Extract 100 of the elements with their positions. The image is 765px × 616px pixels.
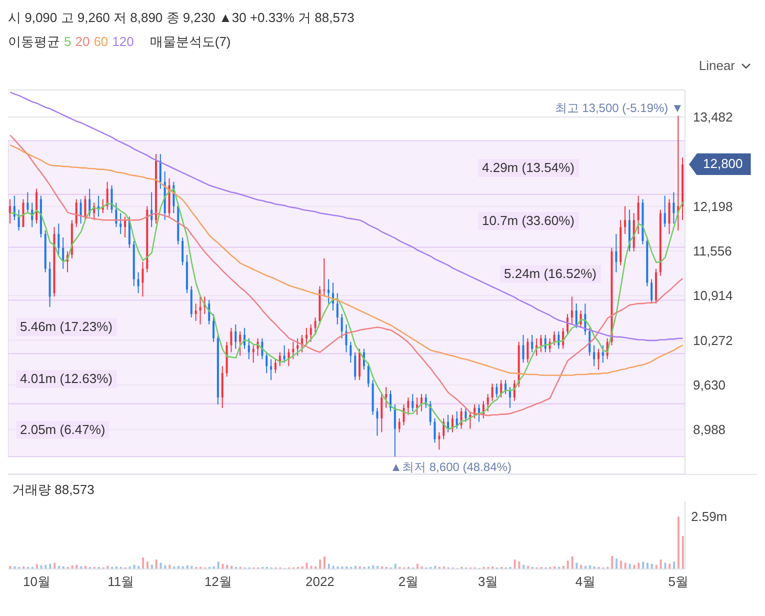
- candlestick: [75, 198, 78, 228]
- candlestick: [402, 404, 405, 426]
- candlestick: [522, 334, 524, 364]
- candlestick: [438, 432, 440, 450]
- candlestick: [504, 380, 507, 394]
- candlestick: [274, 358, 276, 374]
- text: 12,800: [689, 153, 751, 176]
- candlestick: [230, 327, 232, 353]
- text: 5: [64, 34, 72, 49]
- y-tick-label: 13,482: [693, 110, 733, 125]
- candlestick: [376, 407, 378, 436]
- chart-subtitle: 시 9,090 고 9,260 저 8,890 종 9,230 ▲30 +0.33% 거 88,573: [8, 9, 356, 27]
- candlestick: [412, 394, 414, 412]
- candlestick: [575, 303, 578, 328]
- candlestick: [305, 327, 308, 346]
- candlestick: [270, 358, 272, 381]
- candlestick: [380, 394, 383, 433]
- candlestick: [323, 258, 326, 298]
- candlestick: [672, 192, 675, 224]
- candlestick: [664, 195, 666, 228]
- candlestick: [500, 380, 502, 398]
- candlestick: [390, 390, 392, 412]
- candlestick: [26, 192, 29, 214]
- text: 매물분석도(7): [150, 33, 231, 51]
- band-label: 10.7m (33.60%): [478, 212, 578, 230]
- text: 20: [75, 34, 90, 49]
- candlestick: [540, 334, 542, 353]
- candlestick: [142, 261, 144, 298]
- candlestick: [137, 272, 140, 294]
- candlestick: [354, 352, 356, 381]
- x-tick-label: 2022: [305, 574, 334, 590]
- candlestick: [292, 341, 294, 360]
- candlestick: [58, 223, 60, 256]
- candlestick: [252, 344, 254, 364]
- candlestick: [597, 348, 600, 370]
- candlestick: [526, 338, 529, 364]
- candlestick: [553, 330, 556, 346]
- candlestick: [80, 198, 82, 224]
- line-series: [10, 134, 684, 416]
- candlestick: [531, 334, 534, 353]
- candlestick: [296, 338, 299, 356]
- candlestick: [398, 418, 400, 433]
- candlestick: [239, 330, 242, 356]
- x-tick-label: 11월: [108, 574, 134, 590]
- x-tick-label: 12월: [204, 574, 232, 590]
- band-label: 5.46m (17.23%): [16, 318, 116, 336]
- candlestick: [615, 234, 618, 273]
- y-tick-label: 12,198: [693, 198, 733, 214]
- band-label: 4.29m (13.54%): [478, 158, 578, 177]
- candlestick: [668, 198, 670, 234]
- candlestick: [486, 394, 489, 412]
- candlestick: [110, 184, 113, 214]
- candlestick: [434, 418, 436, 444]
- candlestick: [367, 362, 370, 388]
- annotation: 최고 13,500 (-5.19%) ▼: [554, 100, 684, 117]
- candlestick: [336, 292, 338, 325]
- y-tick-label: 10,914: [693, 288, 733, 304]
- candlestick: [212, 314, 215, 342]
- x-tick-label: 5월: [668, 574, 688, 590]
- candlestick: [650, 278, 653, 304]
- text: 거래량 88,573: [12, 481, 94, 499]
- candlestick: [566, 314, 569, 336]
- candlestick: [106, 181, 108, 210]
- candlestick: [464, 407, 467, 422]
- candlestick: [624, 206, 626, 234]
- candlestick: [159, 154, 162, 190]
- candlestick: [115, 202, 118, 228]
- band-label: 2.05m (6.47%): [16, 421, 110, 440]
- text: Linear: [698, 58, 735, 73]
- candlestick: [637, 195, 640, 234]
- candlestick: [194, 303, 197, 322]
- y-tick-label: 11,556: [693, 244, 732, 259]
- legend-title: 이동평균: [8, 34, 60, 49]
- candlestick: [328, 278, 330, 304]
- candlestick: [182, 236, 184, 266]
- candlestick: [407, 396, 410, 416]
- candlestick: [310, 324, 312, 342]
- candlestick: [508, 386, 511, 408]
- candlestick: [84, 195, 86, 221]
- candlestick: [496, 383, 498, 398]
- candlestick: [8, 198, 11, 224]
- candlestick: [340, 314, 343, 339]
- candlestick: [394, 404, 396, 458]
- candlestick: [120, 212, 122, 234]
- y-tick-label: 9,630: [693, 378, 726, 393]
- candlestick: [248, 338, 250, 360]
- text: 2.59m: [691, 508, 728, 524]
- y-tick-label: 10,272: [693, 332, 733, 348]
- candlestick: [385, 386, 388, 408]
- candlestick: [491, 383, 494, 402]
- candlestick: [266, 352, 268, 374]
- candlestick: [124, 216, 126, 238]
- band-label: 4.01m (12.63%): [16, 370, 116, 388]
- candlestick: [234, 324, 237, 350]
- candlestick: [314, 316, 316, 336]
- candlestick: [18, 209, 20, 232]
- candlestick: [593, 344, 596, 367]
- text: 60: [94, 34, 108, 49]
- x-tick-label: 4월: [575, 574, 596, 590]
- x-tick-label: 2월: [398, 574, 419, 590]
